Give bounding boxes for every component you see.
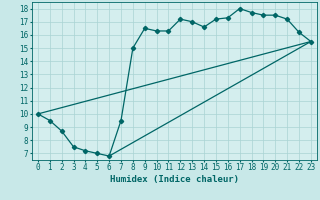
X-axis label: Humidex (Indice chaleur): Humidex (Indice chaleur): [110, 175, 239, 184]
